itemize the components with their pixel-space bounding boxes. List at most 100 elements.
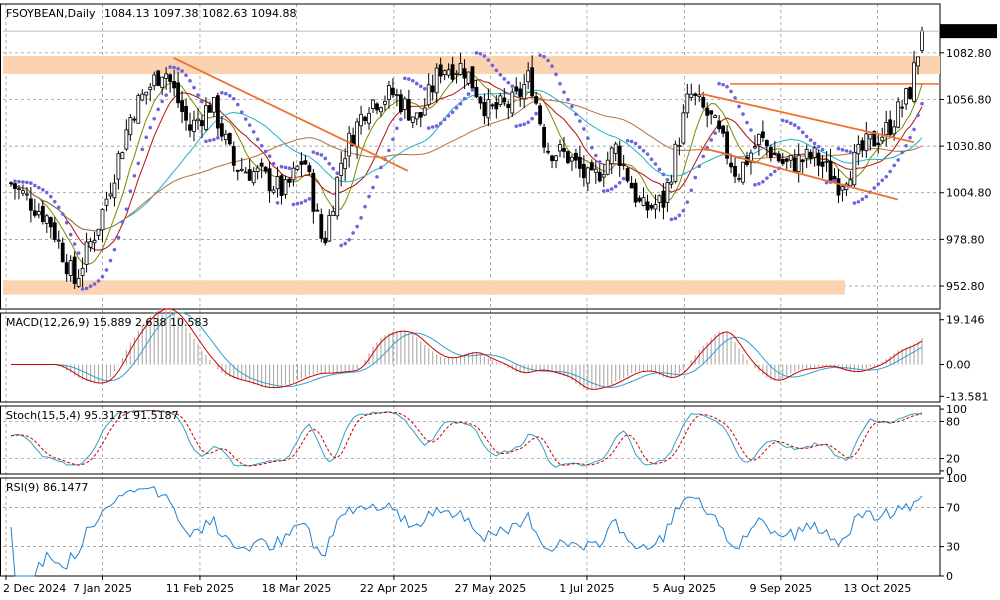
bear-candle [872,131,877,147]
bull-candle [339,162,344,176]
bear-candle [494,102,499,110]
bull-candle [426,84,431,106]
sar-dot [769,172,773,177]
bear-candle [299,161,304,165]
bear-candle [772,152,777,155]
bear-candle [319,214,324,239]
bull-candle [864,133,869,152]
sar-dot [601,189,606,193]
bear-candle [808,151,813,159]
sar-dot [375,175,379,179]
bull-candle [25,193,29,196]
bull-candle [741,161,745,183]
bull-candle [689,93,694,98]
bull-candle [371,99,375,109]
bull-candle [124,129,129,150]
sar-dot [757,182,761,186]
bull-candle [283,179,288,195]
sar-dot [733,96,737,100]
sar-dot [848,150,853,154]
sar-dot [621,176,626,181]
bull-candle [796,154,801,173]
bear-candle [816,152,821,166]
bull-candle [713,115,718,118]
bear-candle [307,165,312,173]
sar-dot [609,187,614,191]
sar-dot [709,138,713,142]
sar-dot [13,179,17,184]
sar-dot [534,111,538,116]
bear-candle [514,86,519,92]
bear-candle [398,94,403,113]
sar-dot [804,134,809,139]
sar-dot [892,163,896,168]
sar-dot [864,194,869,199]
sar-dot [235,102,240,107]
bear-candle [633,182,638,203]
bear-candle [701,97,706,108]
bull-candle [120,152,125,160]
sar-dot [414,81,419,86]
bear-candle [562,147,566,152]
sar-dot [56,205,61,210]
bear-candle [200,120,204,127]
chart-title: FSOYBEAN,Daily [6,7,96,20]
bull-candle [916,56,920,67]
bear-candle [418,111,423,118]
sar-dot [426,126,431,130]
bear-candle [876,142,881,146]
bear-candle [617,145,622,166]
rsi-label: RSI(9) 86.1477 [6,481,88,494]
sar-dot [657,167,662,172]
sar-dot [112,247,117,252]
sar-dot [542,54,546,59]
bull-candle [76,277,81,287]
sar-dot [653,162,658,166]
rsi-panel-frame [0,477,941,577]
moving-average-red [10,79,923,251]
sar-dot [200,99,204,104]
bull-candle [673,143,678,182]
bear-candle [482,102,487,117]
bear-candle [478,96,483,104]
sar-dot [327,161,332,166]
bear-candle [645,201,650,211]
bull-candle [56,239,61,242]
sar-dot [351,231,355,235]
sar-dot [208,138,212,143]
bull-candle [243,171,248,174]
bear-candle [303,160,308,165]
bull-candle [100,208,105,231]
bull-candle [92,239,97,244]
bear-candle [566,151,570,164]
bear-candle [52,222,57,240]
bear-candle [462,68,467,79]
bear-candle [577,157,582,169]
sar-dot [422,86,427,91]
rsi-tick-label: 0 [946,570,953,583]
bull-candle [593,168,598,173]
sar-dot [76,251,81,255]
bull-candle [824,160,829,163]
bull-candle [104,198,109,206]
bear-candle [323,237,328,244]
bear-candle [32,210,37,216]
bear-candle [780,158,785,165]
sar-dot [41,187,45,192]
bull-candle [422,107,427,116]
sar-dot [303,198,308,203]
bear-candle [263,166,268,172]
sar-dot [625,138,630,143]
bear-candle [48,217,53,228]
date-label: 27 May 2025 [455,582,527,595]
sar-dot [418,84,423,89]
sar-dot [343,241,347,246]
sar-dot [275,201,280,205]
bull-candle [128,117,133,136]
sar-dot [836,146,841,151]
sar-dot [160,99,164,104]
sar-dot [454,106,459,110]
bull-candle [737,177,741,180]
sar-dot [749,128,753,132]
sar-dot [506,80,511,85]
